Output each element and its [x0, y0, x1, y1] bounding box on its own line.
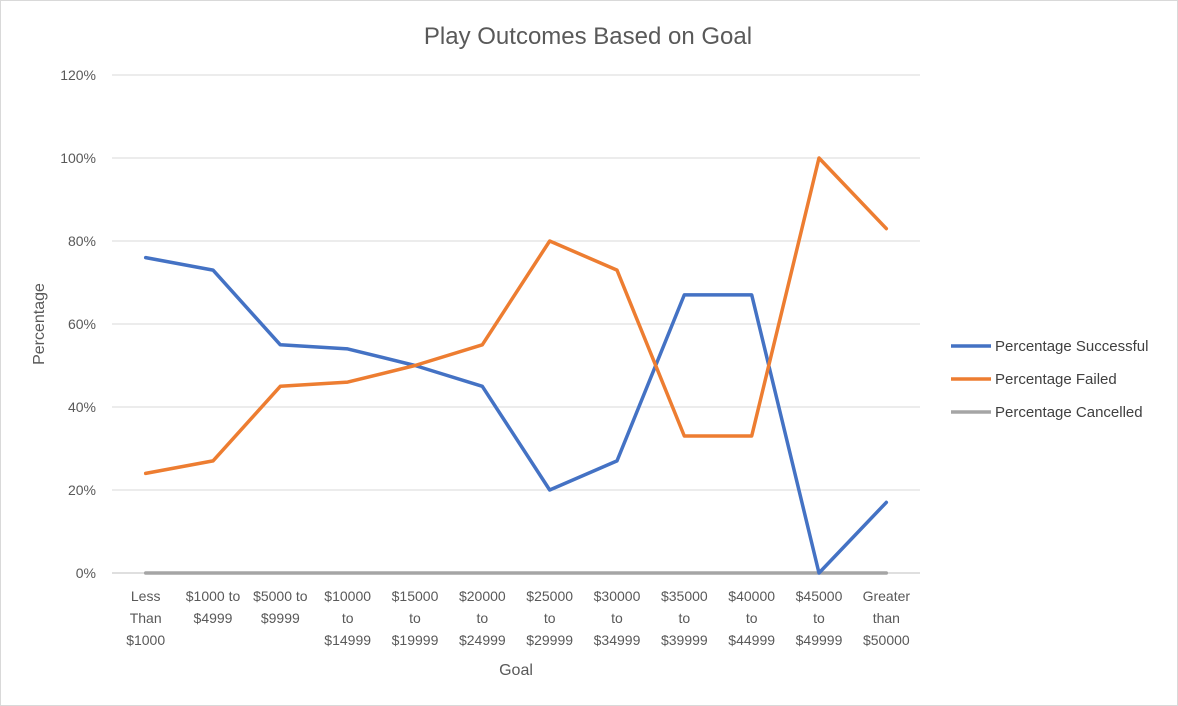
x-tick-label: Greater than $50000 [863, 588, 911, 648]
x-tick-label: $35000 to $39999 [661, 588, 708, 648]
x-tick-label: $10000 to $14999 [324, 588, 371, 648]
y-tick-label: 20% [68, 482, 96, 498]
y-axis-ticks: 0% 20% 40% 60% 80% 100% 120% [60, 67, 96, 581]
x-axis-ticks: Less Than $1000 $1000 to $4999 $5000 to $9999 $… [126, 588, 910, 648]
x-tick-label: $1000 to $4999 [186, 588, 241, 626]
series-line-percentage-failed [143, 156, 889, 476]
legend-label: Percentage Successful [995, 338, 1148, 355]
x-tick-label: $15000 to $19999 [392, 588, 439, 648]
x-tick-label: $45000 to $49999 [796, 588, 843, 648]
legend-item: Percentage Cancelled [951, 404, 1143, 421]
legend-label: Percentage Cancelled [995, 404, 1143, 421]
x-tick-label: Less Than $1000 [126, 588, 165, 648]
x-tick-label: $30000 to $34999 [594, 588, 641, 648]
y-tick-label: 40% [68, 399, 96, 415]
x-tick-label: $20000 to $24999 [459, 588, 506, 648]
legend: Percentage Successful Percentage Failed Pe… [951, 338, 1148, 421]
x-axis-title: Goal [499, 662, 533, 679]
y-tick-label: 100% [60, 150, 96, 166]
chart-title: Play Outcomes Based on Goal [424, 23, 752, 50]
y-tick-label: 60% [68, 316, 96, 332]
gridlines [112, 74, 920, 574]
y-tick-label: 120% [60, 67, 96, 83]
y-axis-title: Percentage [31, 283, 48, 365]
x-tick-label: $40000 to $44999 [728, 588, 775, 648]
y-tick-label: 80% [68, 233, 96, 249]
x-tick-label: $25000 to $29999 [526, 588, 573, 648]
x-tick-label: $5000 to $9999 [253, 588, 308, 626]
y-tick-label: 0% [76, 565, 96, 581]
legend-item: Percentage Successful [951, 338, 1148, 355]
legend-label: Percentage Failed [995, 371, 1117, 388]
series-line-percentage-successful [143, 255, 889, 575]
series-lines [143, 156, 889, 575]
legend-item: Percentage Failed [951, 371, 1117, 388]
